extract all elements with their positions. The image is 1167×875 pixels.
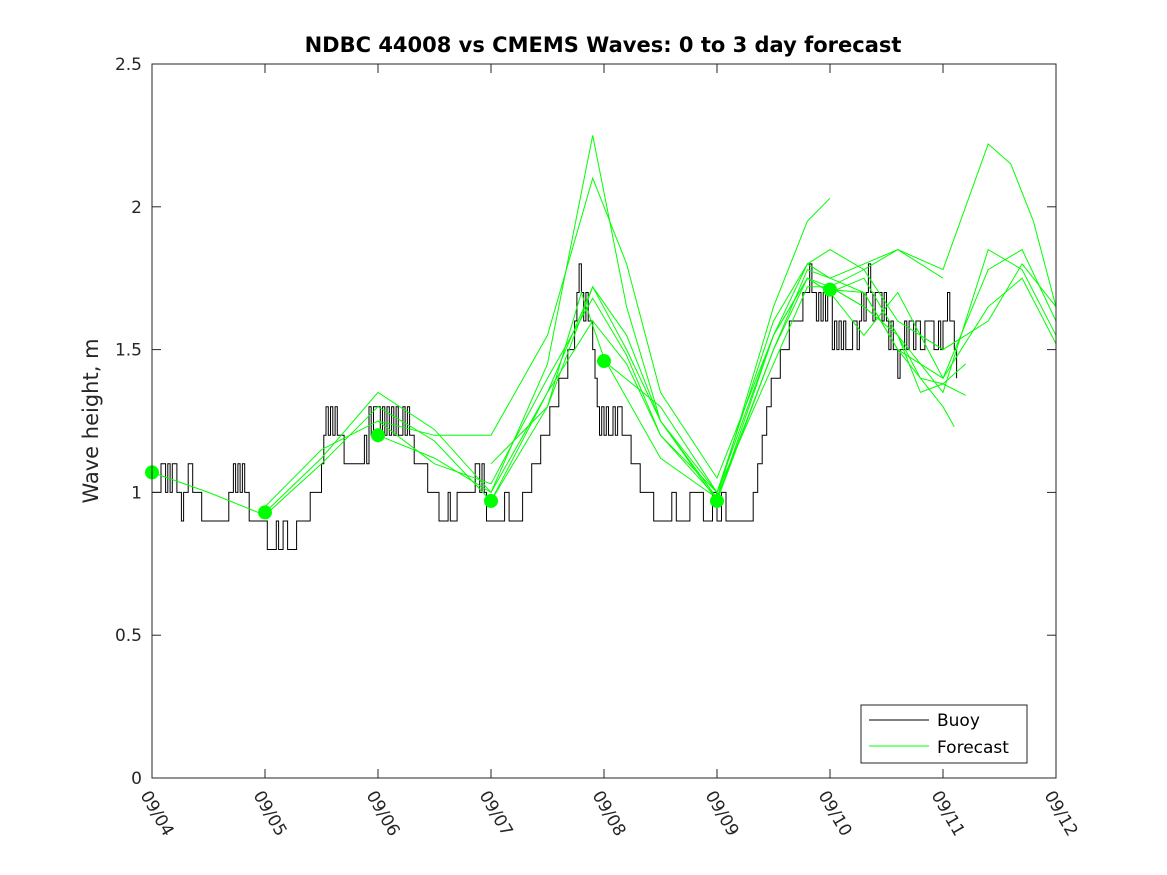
y-tick-label: 1 xyxy=(131,483,142,503)
series-line-forecast-4 xyxy=(377,248,1057,494)
forecast-start-marker xyxy=(484,493,498,508)
series-line-forecast-1 xyxy=(151,290,718,516)
legend: Buoy Forecast xyxy=(860,704,1028,764)
x-tick-label: 09/11 xyxy=(927,788,969,840)
x-tick-label: 09/07 xyxy=(475,788,517,840)
x-tick-label: 09/09 xyxy=(701,788,743,840)
series-line-forecast-10 xyxy=(829,289,966,396)
plot-area xyxy=(145,135,1057,550)
series-line-buoy xyxy=(152,263,958,550)
forecast-start-marker xyxy=(258,505,272,520)
x-tick-label: 09/06 xyxy=(362,788,404,840)
forecast-start-marker xyxy=(710,493,724,508)
y-tick-label: 2 xyxy=(131,198,142,218)
y-tick-label: 1.5 xyxy=(115,341,142,361)
series-line-forecast-3 xyxy=(264,176,944,508)
series-line-forecast-2 xyxy=(264,135,831,513)
forecast-start-marker xyxy=(823,282,837,297)
legend-buoy-label: Buoy xyxy=(937,711,980,731)
x-tick-label: 09/10 xyxy=(814,788,856,840)
y-tick-label: 0 xyxy=(131,769,142,789)
legend-forecast-label: Forecast xyxy=(937,738,1009,758)
y-tick-label: 2.5 xyxy=(115,55,142,75)
x-tick-label: 09/12 xyxy=(1040,788,1082,840)
legend-box xyxy=(860,704,1028,764)
forecast-start-marker xyxy=(597,354,611,369)
forecast-start-marker xyxy=(371,428,385,443)
x-tick-label: 09/04 xyxy=(136,788,178,840)
series-line-forecast-6 xyxy=(490,263,1057,502)
chart-title: NDBC 44008 vs CMEMS Waves: 0 to 3 day fo… xyxy=(305,33,902,57)
series-line-forecast-11 xyxy=(829,286,955,427)
x-tick-label: 09/08 xyxy=(588,788,630,840)
series-line-forecast-8 xyxy=(603,143,1057,494)
y-axis-label: Wave height, m xyxy=(79,338,103,503)
series-line-forecast-9 xyxy=(716,277,966,502)
x-tick-label: 09/05 xyxy=(249,788,291,840)
y-tick-label: 0.5 xyxy=(115,626,142,646)
